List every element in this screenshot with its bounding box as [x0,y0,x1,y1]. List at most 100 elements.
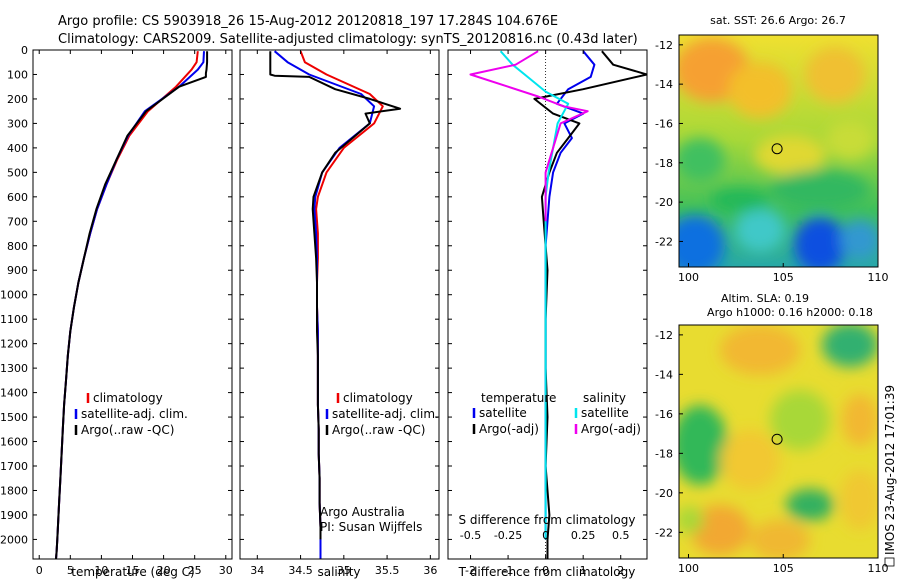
depth-tick-label: 900 [7,264,28,277]
depth-tick-label: 100 [7,68,28,81]
x-tick-label: 30 [219,564,233,577]
sst-argo-location-marker [771,143,783,155]
x-tick-label: 10 [94,564,108,577]
difference-legend: temperature salinity satellite Argo(-adj… [472,391,641,436]
x-tick-label: -2 [465,564,476,577]
difference-depth-ticks [448,49,647,540]
longitude-tick-label: 105 [773,271,794,284]
credit-line-1: Argo Australia [320,505,405,519]
latitude-tick-label: -16 [655,117,673,130]
longitude-tick-label: 110 [868,562,889,575]
legend-satellite-label: satellite-adj. clim. [81,407,188,421]
x-tick-label: 0 [542,564,549,577]
series-line-climatology [299,50,384,559]
x-tick-label: 0 [36,564,43,577]
t-difference-axis-ticks: -2 -1 0 1 2 [465,50,624,577]
depth-tick-label: 1300 [0,362,28,375]
legend-argo-label: Argo(..raw -QC) [332,423,425,437]
series-line-argo-raw-qc [55,51,209,559]
temperature-legend: climatology satellite-adj. clim. Argo(..… [74,391,188,437]
legend-salinity-header: salinity [583,391,626,405]
series-line-salinity-argo-adj [469,50,589,222]
series-line-climatology [55,51,199,559]
legend-climatology-label: climatology [93,391,163,405]
temperature-panel: 0100200300400500600700800900100011001200… [0,44,233,579]
x-tick-label: 25 [188,564,202,577]
sst-map-frame [678,34,879,268]
longitude-tick-label: 105 [773,562,794,575]
legend-temperature-header: temperature [481,391,556,405]
depth-tick-label: 1000 [0,289,28,302]
x-tick-label: 36 [423,564,437,577]
sla-map-frame [678,324,879,559]
x-tick-label: 5 [67,564,74,577]
temperature-axis-ticks: 0 5 10 15 20 25 30 [36,50,233,577]
x2-tick-label: 0.5 [612,529,630,542]
x2-tick-label: 0.25 [571,529,596,542]
legend-climatology-label: climatology [343,391,413,405]
x-tick-label: 35.5 [375,564,400,577]
x2-tick-label: -0.5 [460,529,481,542]
longitude-tick-label: 100 [678,562,699,575]
series-line-temperature-argo-adj [533,50,647,559]
depth-tick-label: 1600 [0,436,28,449]
latitude-tick-label: -18 [655,157,673,170]
x-tick-label: 1 [580,564,587,577]
sla-heatmap [679,325,878,558]
sla-map-title: Altim. SLA: 0.19 [721,292,809,305]
depth-tick-label: 1200 [0,338,28,351]
imos-stamp: IMOS 23-Aug-2012 17:01:39 [883,385,897,567]
x-tick-label: 35 [337,564,351,577]
salinity-panel: 34 34.5 35 35.5 36 salinity climatology sate… [239,49,440,579]
sla-latitude-ticks: -12 -14 -16 -18 -20 -22 [655,329,683,539]
imos-logo-icon [884,557,895,567]
legend-s-satellite-label: satellite [581,406,629,420]
x-tick-label: 34 [250,564,264,577]
salinity-axis-ticks: 34 34.5 35 35.5 36 [250,50,437,577]
depth-tick-label: 400 [7,142,28,155]
latitude-tick-label: -20 [655,196,673,209]
longitude-tick-label: 100 [678,271,699,284]
depth-tick-label: 500 [7,166,28,179]
depth-axis-ticks: 0 100 200 300 400 500 600 700 800 900 1000 1100 1200… [0,44,232,546]
temperature-axes-frame [32,49,233,560]
salinity-axes-frame [239,49,440,560]
salinity-xlabel: salinity [317,565,360,579]
x-tick-label: 2 [617,564,624,577]
legend-t-argo-label: Argo(-adj) [479,422,539,436]
x-tick-label: 15 [126,564,140,577]
latitude-tick-label: -16 [655,408,673,421]
difference-panel: -2 -1 0 1 2 -0.5 -0.25 0 0.25 0.5 T difference f… [447,49,648,579]
depth-tick-label: 700 [7,215,28,228]
imos-stamp-text: IMOS 23-Aug-2012 17:01:39 [883,385,897,555]
x-tick-label: 34.5 [288,564,313,577]
header-line-2: Climatology: CARS2009. Satellite-adjuste… [58,32,638,47]
sst-map-title: sat. SST: 26.6 Argo: 26.7 [710,14,846,27]
latitude-tick-label: -20 [655,487,673,500]
depth-tick-label: 300 [7,117,28,130]
depth-tick-label: 1500 [0,411,28,424]
legend-satellite-label: satellite-adj. clim. [332,407,439,421]
latitude-tick-label: -14 [655,78,673,91]
series-line-argo-raw-qc [269,51,402,540]
depth-tick-label: 1800 [0,484,28,497]
salinity-legend: climatology satellite-adj. clim. Argo(..… [325,391,439,437]
series-line-satellite-adj-clim [55,51,205,559]
sst-longitude-ticks: 100 105 110 [678,263,889,284]
sla-longitude-ticks: 100 105 110 [678,554,889,575]
series-line-salinity-satellite [499,50,570,540]
longitude-tick-label: 110 [868,271,889,284]
depth-tick-label: 1100 [0,313,28,326]
sla-map-subtitle: Argo h1000: 0.16 h2000: 0.18 [707,306,873,319]
depth-tick-label: 800 [7,240,28,253]
sst-latitude-ticks: -12 -14 -16 -18 -20 -22 [655,39,683,248]
difference-series-group [469,50,647,559]
legend-argo-label: Argo(..raw -QC) [81,423,174,437]
depth-tick-label: 1400 [0,387,28,400]
latitude-tick-label: -18 [655,447,673,460]
depth-tick-label: 2000 [0,533,28,546]
depth-tick-label: 600 [7,191,28,204]
latitude-tick-label: -22 [655,526,673,539]
x-tick-label: 20 [157,564,171,577]
